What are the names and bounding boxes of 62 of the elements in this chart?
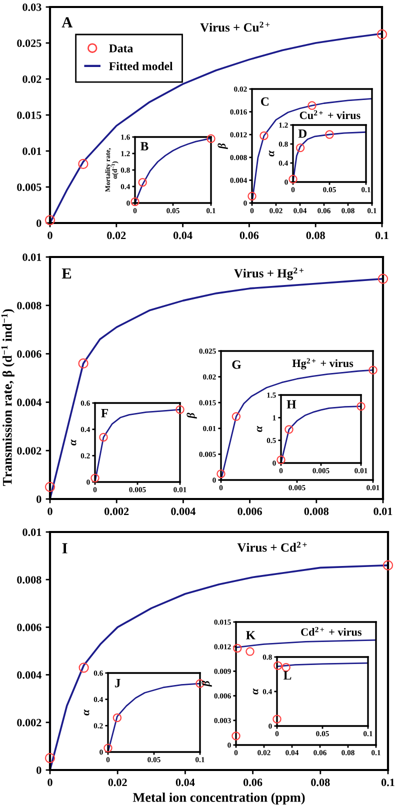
y-tick-label: 0.002 <box>17 718 42 726</box>
y-tick-label: 0.01 <box>22 528 42 536</box>
y-tick-label: 0.008 <box>17 576 42 584</box>
chart-title: F <box>101 409 108 418</box>
y-axis-title: β <box>186 412 197 419</box>
y-axis-title: α <box>70 439 76 446</box>
x-tick-label: 0 <box>48 778 52 786</box>
y-tick-label: 0.03 <box>22 3 42 12</box>
y-tick-label: 0.006 <box>17 624 42 632</box>
annotation: Virus + Cd$^{2+}$ <box>237 542 307 552</box>
x-tick-label: 0.1 <box>381 778 394 786</box>
x-tick-label: 0.06 <box>240 232 259 240</box>
x-tick-label: 0 <box>48 232 52 240</box>
x-tick-label: 0.06 <box>244 778 262 786</box>
text: E <box>62 268 72 278</box>
y-tick-label: 0.01 <box>22 253 42 262</box>
x-tick-label: 0.1 <box>375 232 388 240</box>
annotation: Virus + Cu$^{2+}$ <box>200 22 270 32</box>
y-tick-label: 0.01 <box>22 147 42 156</box>
text: L <box>284 671 292 680</box>
y-axis-title: Transmission rate, β (d$^{−1}$ ind$^{−1}$) <box>1 309 14 486</box>
text: K <box>246 631 256 640</box>
y-tick-label: 0 <box>36 219 42 227</box>
x-tick-label: 0 <box>48 508 52 516</box>
x-tick-label: 0.08 <box>306 232 325 240</box>
chart-title: J <box>114 679 120 688</box>
y-axis-title: α <box>84 709 90 716</box>
y-tick-label: 0.025 <box>17 39 42 48</box>
text: C <box>261 97 268 106</box>
y-axis-title: α <box>252 688 258 694</box>
x-tick-label: 0.01 <box>374 508 392 516</box>
y-tick-label: 0.006 <box>17 350 42 358</box>
legend-label: Data <box>109 44 133 52</box>
x-tick-label: 0.004 <box>171 508 196 516</box>
annotation: Hg$^{2+}$ + virus <box>292 358 354 370</box>
chart-title: A <box>62 17 73 28</box>
y-tick-label: 0 <box>36 766 42 774</box>
y-tick-label: 0.002 <box>17 447 42 455</box>
y-tick-label: 0.004 <box>17 398 42 406</box>
y-tick-label: 0.02 <box>22 75 42 84</box>
chart-title: D <box>298 129 307 138</box>
chart-title: H <box>286 400 296 408</box>
annotation: Cu$^{2+}$ + virus <box>300 110 360 120</box>
text: I <box>62 543 68 554</box>
x-axis-title: Metal ion concentration (ppm) <box>132 792 305 805</box>
y-tick-label: 0.004 <box>17 671 42 679</box>
x-tick-label: 0.04 <box>176 778 195 786</box>
text: G <box>232 360 242 369</box>
y-tick-label: 0.008 <box>17 302 42 310</box>
y-axis-title: β <box>202 680 212 687</box>
y-tick-label: 0 <box>36 495 42 503</box>
x-tick-label: 0.04 <box>174 232 192 240</box>
legend-label: Fitted model <box>109 62 173 70</box>
x-tick-label: 0.008 <box>304 508 329 516</box>
y-tick-label: 0.015 <box>17 111 42 120</box>
x-tick-label: 0.08 <box>311 778 330 786</box>
annotation: Virus + Hg$^{2+}$ <box>234 268 304 280</box>
y-axis-title: β <box>218 143 228 150</box>
y-axis-title: α <box>268 150 274 156</box>
y-axis-title: α <box>256 426 262 432</box>
chart-title: B <box>140 142 148 150</box>
annotation: Cd$^{2+}$ + virus <box>301 626 362 636</box>
